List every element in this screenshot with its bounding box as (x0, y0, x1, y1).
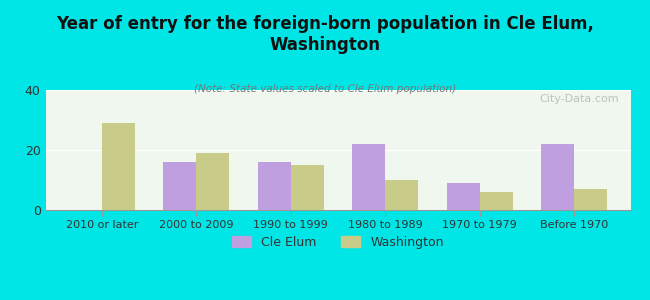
Bar (574, 189, 607, 210)
Text: City-Data.com: City-Data.com (539, 94, 619, 103)
Bar (291, 165, 324, 210)
Bar (480, 192, 513, 210)
Bar (352, 144, 385, 210)
Legend: Cle Elum, Washington: Cle Elum, Washington (227, 231, 448, 254)
Bar (102, 123, 135, 210)
Bar (163, 162, 196, 210)
Bar (447, 183, 480, 210)
Bar (196, 153, 229, 210)
Text: Year of entry for the foreign-born population in Cle Elum,
Washington: Year of entry for the foreign-born popul… (56, 15, 594, 54)
Bar (258, 162, 291, 210)
Text: (Note: State values scaled to Cle Elum population): (Note: State values scaled to Cle Elum p… (194, 84, 456, 94)
Bar (385, 180, 418, 210)
Bar (541, 144, 574, 210)
